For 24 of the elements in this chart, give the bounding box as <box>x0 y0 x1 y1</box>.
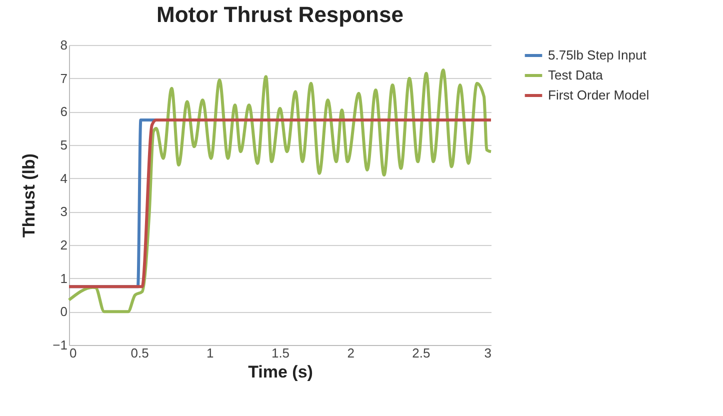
legend-label: 5.75lb Step Input <box>548 48 647 62</box>
x-tick-label: 0 <box>70 346 77 360</box>
legend-label: Test Data <box>548 68 604 82</box>
y-tick-label: 7 <box>60 70 68 86</box>
x-tick-label: 1 <box>206 346 214 360</box>
y-tick-label: 6 <box>60 104 68 120</box>
y-tick-label: 4 <box>60 170 68 186</box>
line-series <box>68 68 492 314</box>
legend-label: First Order Model <box>548 88 650 102</box>
y-tick-label: 0 <box>60 304 68 320</box>
y-tick-label: 3 <box>60 204 68 220</box>
x-tick-label: 2 <box>347 346 354 360</box>
x-tick-label: 0.5 <box>130 346 149 360</box>
x-tick-label: 3 <box>484 346 492 360</box>
y-tick-label: 8 <box>60 38 68 52</box>
chart-title: Motor Thrust Response <box>156 2 404 27</box>
y-tick-label: 5 <box>60 138 68 152</box>
y-tick-label: 2 <box>60 238 68 252</box>
y-axis-title: Thrust (lb) <box>20 153 39 238</box>
y-tick-label: −1 <box>52 338 68 352</box>
x-tick-label: 1.5 <box>271 346 290 360</box>
x-axis-title: Time (s) <box>248 362 313 382</box>
x-tick-label: 2.5 <box>412 346 430 360</box>
y-tick-label: 1 <box>60 270 68 286</box>
